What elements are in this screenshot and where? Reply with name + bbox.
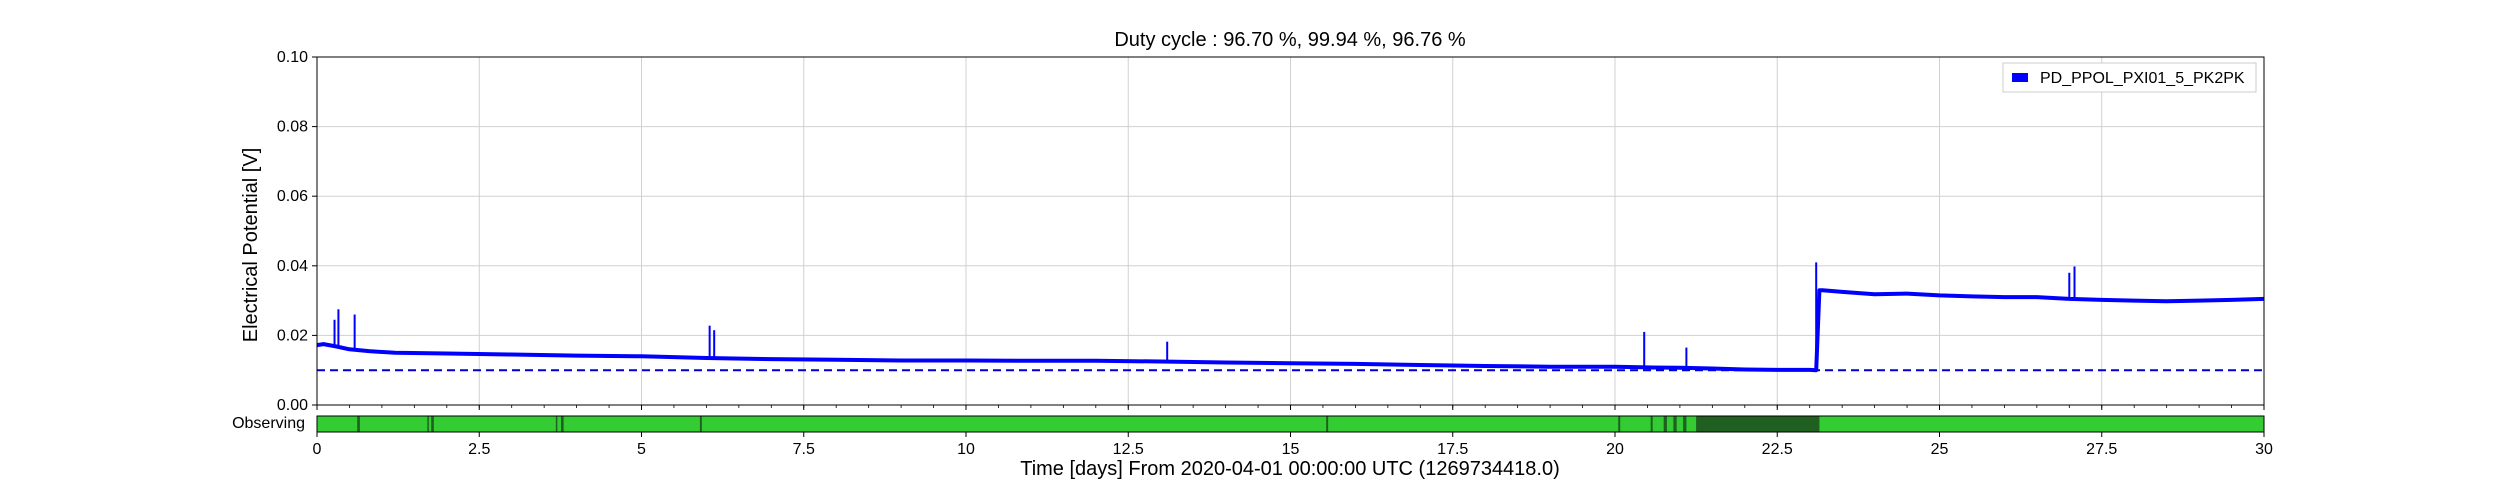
- observing-off-segment: [561, 416, 564, 432]
- observing-bar: [317, 416, 2264, 432]
- x-tick-label: 22.5: [1762, 441, 1793, 458]
- x-tick-label: 7.5: [793, 441, 815, 458]
- x-tick-label: 0: [313, 441, 322, 458]
- x-tick-label: 17.5: [1437, 441, 1468, 458]
- y-axis-label: Electrical Potential [V]: [240, 148, 262, 343]
- observing-off-segment: [1618, 416, 1621, 432]
- x-tick-label: 27.5: [2086, 441, 2117, 458]
- observing-off-segment: [427, 416, 429, 432]
- observing-off-segment: [1663, 416, 1667, 432]
- observing-off-segment: [1696, 416, 1820, 432]
- observing-off-segment: [357, 416, 360, 432]
- ticks-layer: 0 2.5 5 7.5 10 12.5 15 17.5 20 22.5 25 27.5 30 0.00 0.…: [277, 49, 2273, 458]
- x-tick-label: 10: [957, 441, 975, 458]
- observing-label: Observing: [232, 415, 305, 432]
- x-tick-label: 5: [637, 441, 646, 458]
- observing-off-segment: [431, 416, 434, 432]
- legend-box: [2002, 62, 2257, 93]
- x-tick-label: 15: [1282, 441, 1300, 458]
- x-tick-label: 30: [2255, 441, 2273, 458]
- observing-off-segment: [699, 416, 702, 432]
- observing-off-segment: [1650, 416, 1653, 432]
- y-tick-label: 0.10: [277, 49, 308, 66]
- series-line: [316, 288, 2265, 373]
- x-tick-label: 2.5: [468, 441, 490, 458]
- observing-off-segment: [555, 416, 558, 432]
- y-tick-label: 0.08: [277, 119, 308, 136]
- legend: PD_PPOL_PXI01_5_PK2PK: [2002, 62, 2257, 93]
- grid-layer: [316, 56, 2265, 406]
- legend-entry: PD_PPOL_PXI01_5_PK2PK: [2040, 70, 2245, 87]
- observing-off-segment: [1683, 416, 1687, 432]
- series-layer: [316, 262, 2265, 373]
- y-tick-label: 0.06: [277, 188, 308, 205]
- observing-off-segment: [1673, 416, 1677, 432]
- x-axis-label: Time [days] From 2020-04-01 00:00:00 UTC…: [1020, 458, 1560, 480]
- x-tick-label: 12.5: [1113, 441, 1144, 458]
- observing-off-segment: [1326, 416, 1329, 432]
- chart-title: Duty cycle : 96.70 %, 99.94 %, 96.76 %: [1114, 29, 1466, 51]
- observing-layer: Observing: [232, 415, 2265, 433]
- legend-swatch: [2012, 73, 2028, 82]
- y-tick-label: 0.00: [277, 397, 308, 414]
- y-tick-label: 0.04: [277, 258, 308, 275]
- observing-frame: [316, 415, 2265, 433]
- x-tick-label: 25: [1931, 441, 1949, 458]
- x-tick-label: 20: [1606, 441, 1624, 458]
- y-tick-label: 0.02: [277, 327, 308, 344]
